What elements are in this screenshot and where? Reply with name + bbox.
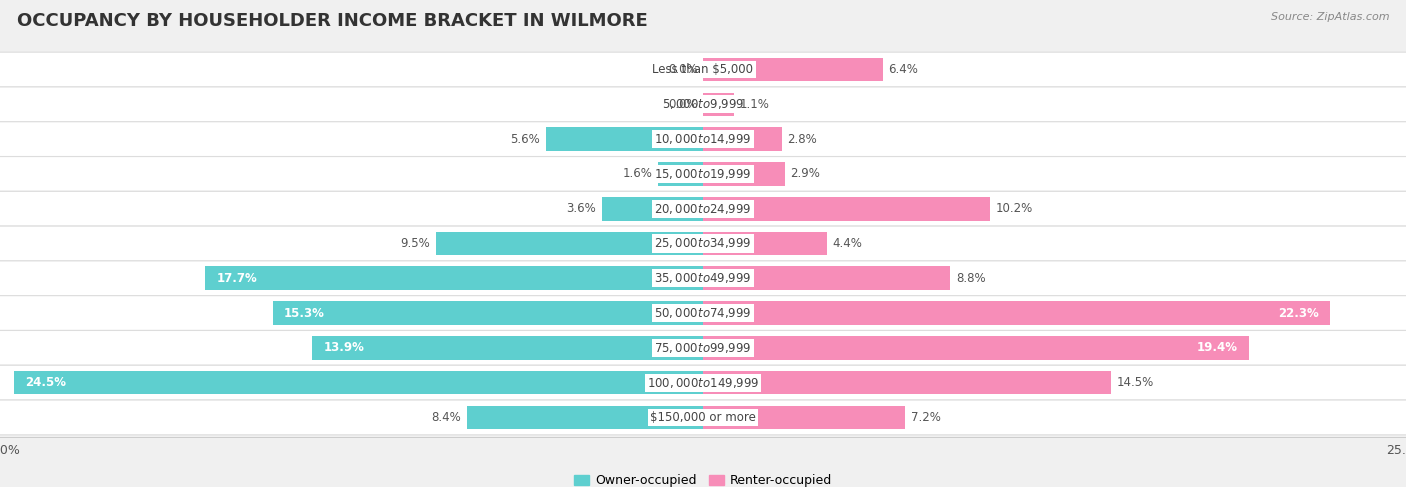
Text: $150,000 or more: $150,000 or more [650,411,756,424]
Text: $20,000 to $24,999: $20,000 to $24,999 [654,202,752,216]
FancyBboxPatch shape [0,52,1406,87]
Bar [703,162,785,186]
Text: 10.2%: 10.2% [995,202,1032,215]
Text: 7.2%: 7.2% [911,411,941,424]
Text: $100,000 to $149,999: $100,000 to $149,999 [647,375,759,390]
Text: 8.4%: 8.4% [432,411,461,424]
Text: Source: ZipAtlas.com: Source: ZipAtlas.com [1271,12,1389,22]
Text: 1.6%: 1.6% [623,168,652,180]
Text: 2.9%: 2.9% [790,168,820,180]
Bar [467,406,703,429]
Text: 14.5%: 14.5% [1116,376,1153,389]
FancyBboxPatch shape [0,87,1406,122]
Text: 0.0%: 0.0% [668,63,697,76]
Bar [205,266,703,290]
FancyBboxPatch shape [0,331,1406,365]
Bar [703,301,1330,325]
FancyBboxPatch shape [0,122,1406,156]
Text: 6.4%: 6.4% [889,63,918,76]
Text: 2.8%: 2.8% [787,132,817,146]
Text: 13.9%: 13.9% [323,341,364,355]
FancyBboxPatch shape [0,261,1406,296]
Bar [703,127,782,151]
FancyBboxPatch shape [0,365,1406,400]
Legend: Owner-occupied, Renter-occupied: Owner-occupied, Renter-occupied [568,469,838,487]
Text: 15.3%: 15.3% [284,307,325,319]
Text: 8.8%: 8.8% [956,272,986,285]
Bar [703,93,734,116]
Text: $35,000 to $49,999: $35,000 to $49,999 [654,271,752,285]
Text: 0.0%: 0.0% [668,98,697,111]
Text: 1.1%: 1.1% [740,98,769,111]
Text: 4.4%: 4.4% [832,237,862,250]
Text: $50,000 to $74,999: $50,000 to $74,999 [654,306,752,320]
Bar [436,232,703,255]
Bar [602,197,703,221]
Text: 19.4%: 19.4% [1197,341,1237,355]
Text: 22.3%: 22.3% [1278,307,1319,319]
Bar [312,336,703,360]
FancyBboxPatch shape [0,400,1406,435]
Bar [703,58,883,81]
FancyBboxPatch shape [0,296,1406,331]
Bar [703,336,1249,360]
FancyBboxPatch shape [0,156,1406,191]
Bar [273,301,703,325]
Text: OCCUPANCY BY HOUSEHOLDER INCOME BRACKET IN WILMORE: OCCUPANCY BY HOUSEHOLDER INCOME BRACKET … [17,12,648,30]
Text: 24.5%: 24.5% [25,376,66,389]
Bar [703,197,990,221]
Text: $10,000 to $14,999: $10,000 to $14,999 [654,132,752,146]
Bar [703,371,1111,394]
Text: $15,000 to $19,999: $15,000 to $19,999 [654,167,752,181]
Text: Less than $5,000: Less than $5,000 [652,63,754,76]
Bar [546,127,703,151]
FancyBboxPatch shape [0,226,1406,261]
Text: 9.5%: 9.5% [401,237,430,250]
Text: $75,000 to $99,999: $75,000 to $99,999 [654,341,752,355]
Text: 5.6%: 5.6% [510,132,540,146]
Text: 3.6%: 3.6% [567,202,596,215]
Bar [703,266,950,290]
FancyBboxPatch shape [0,191,1406,226]
Bar [703,406,905,429]
Bar [658,162,703,186]
Text: 17.7%: 17.7% [217,272,257,285]
Text: $5,000 to $9,999: $5,000 to $9,999 [662,97,744,112]
Bar [703,232,827,255]
Bar [14,371,703,394]
Text: $25,000 to $34,999: $25,000 to $34,999 [654,237,752,250]
